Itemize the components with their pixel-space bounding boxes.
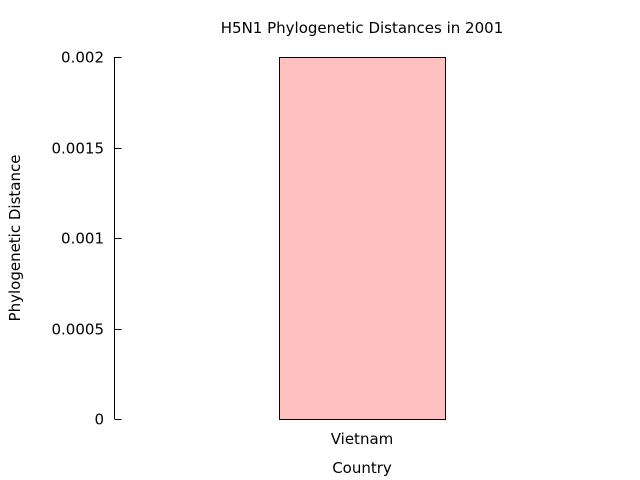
x-ticks: Vietnam: [331, 430, 394, 448]
y-ticks: 0 0.0005 0.001 0.0015 0.002: [52, 49, 122, 429]
y-tick-label: 0.001: [61, 230, 104, 248]
y-axis-title: Phylogenetic Distance: [6, 155, 24, 322]
y-tick-label: 0.0005: [52, 321, 105, 339]
y-tick-label: 0.002: [61, 49, 104, 67]
bar: [279, 57, 446, 420]
y-tick-label: 0: [94, 411, 104, 429]
bars: [279, 57, 446, 420]
x-tick-label: Vietnam: [331, 430, 394, 448]
x-axis-title: Country: [332, 459, 392, 477]
chart-title: H5N1 Phylogenetic Distances in 2001: [221, 19, 503, 37]
y-tick-label: 0.0015: [52, 140, 105, 158]
